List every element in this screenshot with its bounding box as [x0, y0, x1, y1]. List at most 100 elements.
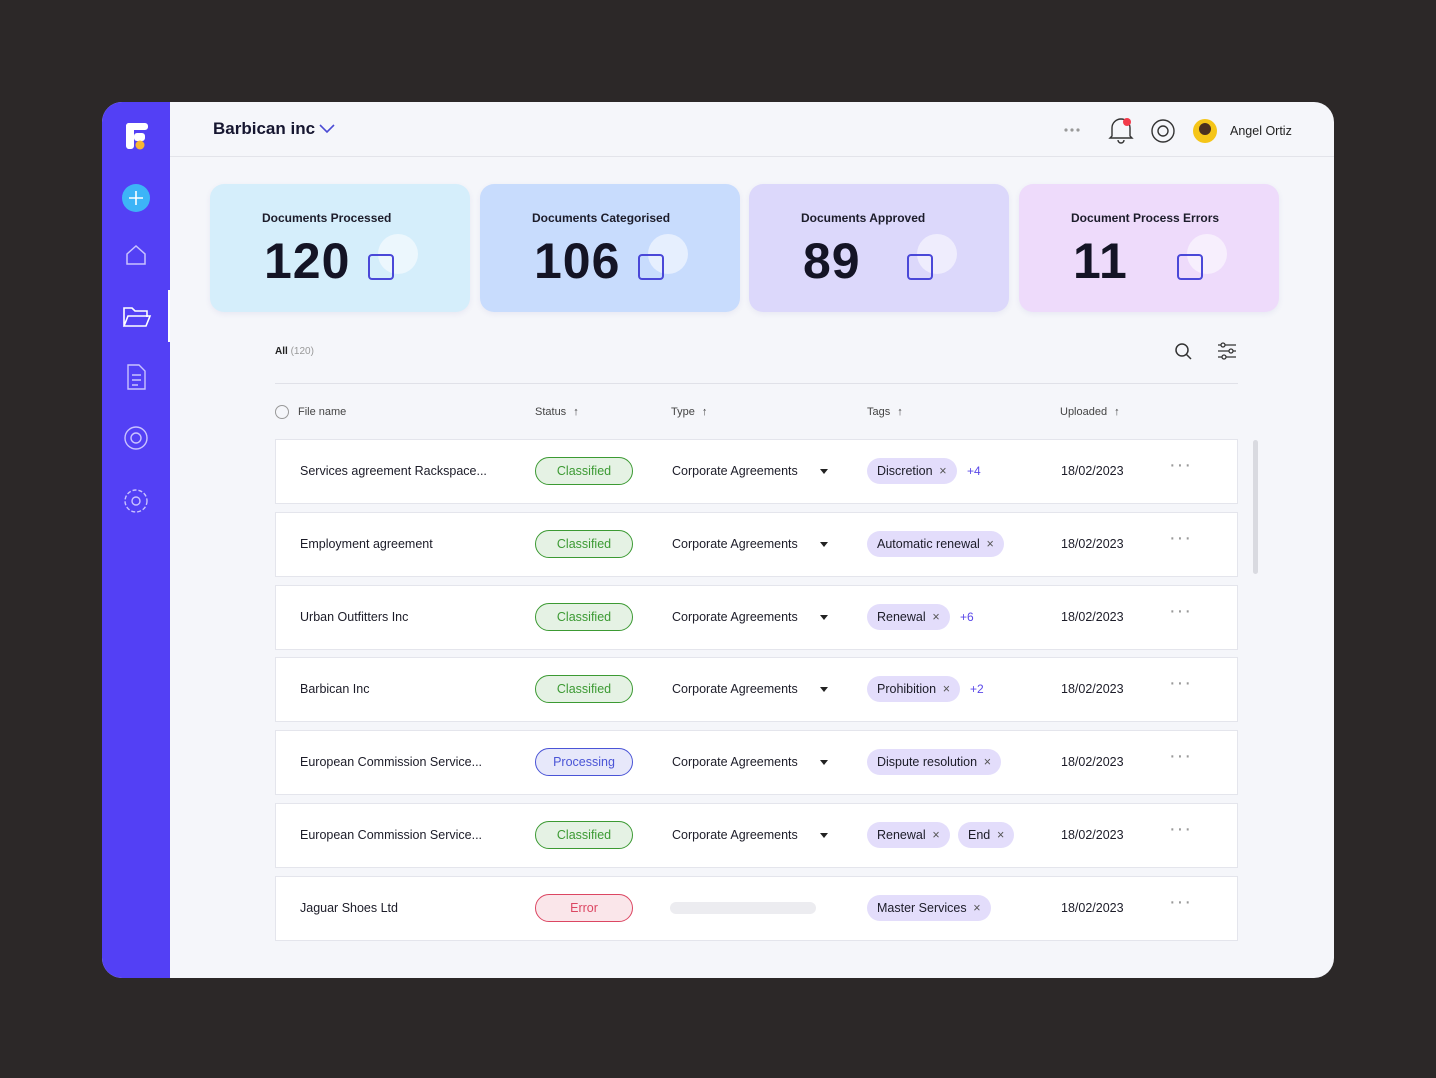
- row-menu[interactable]: ···: [1169, 818, 1192, 840]
- column-header: File name: [298, 406, 347, 418]
- company-name[interactable]: Barbican inc: [213, 119, 316, 138]
- status-pill: Classified: [535, 675, 633, 704]
- file-name: European Commission Service...: [300, 828, 483, 842]
- type-dropdown[interactable]: [820, 614, 828, 620]
- home-icon[interactable]: [126, 244, 146, 265]
- document-type: Corporate Agreements: [672, 536, 798, 551]
- stat-icon: [638, 254, 664, 280]
- row-menu[interactable]: ···: [1169, 454, 1192, 476]
- upload-date: 18/02/2023: [1061, 755, 1124, 770]
- stat-icon: [368, 254, 394, 280]
- table-row[interactable]: Urban Outfitters Inc Classified Corporate …: [275, 584, 1238, 650]
- more-tags[interactable]: +4: [967, 464, 981, 478]
- table-row[interactable]: Services agreement Rackspace... Classifie…: [275, 439, 1238, 504]
- row-menu[interactable]: ···: [1169, 672, 1192, 695]
- stat-value: 89: [803, 233, 861, 289]
- table-row[interactable]: Barbican Inc Classified Corporate Agreemen…: [275, 657, 1238, 723]
- filter-count: (120): [290, 346, 314, 357]
- filter-button[interactable]: [1218, 342, 1236, 360]
- user-name[interactable]: Angel Ortiz: [1230, 124, 1292, 138]
- company-dropdown[interactable]: [318, 122, 336, 134]
- status-pill: Classified: [535, 602, 633, 631]
- row-menu[interactable]: ···: [1169, 599, 1192, 622]
- scrollbar[interactable]: [1253, 440, 1258, 574]
- file-name: Urban Outfitters Inc: [300, 609, 409, 624]
- top-bar: Barbican inc Angel Ortiz: [170, 102, 1334, 157]
- upload-date: 18/02/2023: [1061, 900, 1124, 915]
- row-menu[interactable]: ···: [1169, 526, 1192, 549]
- document-type: Corporate Agreements: [672, 464, 798, 478]
- search-button[interactable]: [1175, 343, 1192, 360]
- app-window: Barbican inc Angel Ortiz All (120) Docum…: [102, 102, 1334, 978]
- type-dropdown[interactable]: [820, 833, 828, 838]
- tag[interactable]: Dispute resolution: [867, 749, 1002, 776]
- type-dropdown[interactable]: [820, 541, 828, 547]
- stat-value: 120: [264, 233, 351, 289]
- column-header[interactable]: Type: [671, 406, 707, 418]
- document-type: Corporate Agreements: [672, 828, 798, 842]
- type-placeholder: [670, 901, 816, 914]
- settings-icon[interactable]: [124, 489, 148, 513]
- table-row[interactable]: European Commission Service... Processing…: [275, 730, 1238, 796]
- more-menu[interactable]: [1064, 128, 1080, 132]
- table-row[interactable]: Jaguar Shoes Ltd Error Master Services 18/0…: [275, 875, 1238, 941]
- type-dropdown[interactable]: [820, 760, 828, 766]
- stat-icon: [907, 254, 933, 280]
- more-tags[interactable]: +2: [970, 682, 984, 697]
- tag[interactable]: Renewal: [867, 822, 950, 848]
- avatar[interactable]: [1193, 119, 1217, 143]
- stat-label: Documents Processed: [262, 211, 392, 225]
- folder-icon[interactable]: [122, 307, 152, 327]
- column-header[interactable]: Uploaded: [1060, 406, 1120, 418]
- stat-label: Document Process Errors: [1071, 211, 1220, 225]
- active-indicator: [168, 290, 170, 342]
- tag[interactable]: Automatic renewal: [867, 530, 1004, 557]
- document-icon[interactable]: [127, 364, 146, 390]
- table-row[interactable]: European Commission Service... Classified…: [275, 803, 1238, 868]
- stat-value: 106: [534, 233, 621, 289]
- type-dropdown[interactable]: [820, 687, 828, 693]
- filter-all[interactable]: All (120): [275, 346, 314, 357]
- status-pill: Classified: [535, 821, 633, 849]
- stat-card: Document Process Errors 11: [1019, 184, 1279, 312]
- tag[interactable]: End: [958, 822, 1015, 848]
- upload-date: 18/02/2023: [1061, 609, 1124, 624]
- support-icon[interactable]: [124, 426, 148, 450]
- tag[interactable]: Discretion: [867, 458, 957, 484]
- help[interactable]: [1151, 119, 1175, 143]
- file-name: Barbican Inc: [300, 682, 370, 697]
- add-button[interactable]: [122, 184, 150, 212]
- stat-value: 11: [1073, 233, 1128, 289]
- document-type: Corporate Agreements: [672, 609, 798, 624]
- logo: [126, 123, 148, 150]
- select-all[interactable]: [275, 405, 289, 419]
- stat-label: Documents Categorised: [532, 211, 671, 225]
- upload-date: 18/02/2023: [1061, 682, 1124, 697]
- status-pill: Classified: [535, 457, 633, 485]
- tag[interactable]: Prohibition: [867, 676, 961, 703]
- status-pill: Error: [535, 893, 633, 922]
- table-row[interactable]: Employment agreement Classified Corporate …: [275, 511, 1238, 577]
- column-header[interactable]: Status: [535, 406, 579, 418]
- tag[interactable]: Renewal: [867, 603, 950, 630]
- upload-date: 18/02/2023: [1061, 828, 1124, 842]
- filter-label: All: [275, 346, 288, 357]
- column-header[interactable]: Tags: [867, 406, 903, 418]
- stat-label: Documents Approved: [801, 211, 926, 225]
- file-name: Jaguar Shoes Ltd: [300, 900, 398, 915]
- row-menu[interactable]: ···: [1169, 890, 1192, 913]
- document-type: Corporate Agreements: [672, 682, 798, 697]
- row-menu[interactable]: ···: [1169, 745, 1192, 768]
- status-pill: Processing: [535, 748, 633, 777]
- divider: [275, 383, 1238, 384]
- notifications[interactable]: [1108, 118, 1134, 144]
- tag[interactable]: Master Services: [867, 894, 991, 921]
- sidebar-icons: [122, 123, 170, 513]
- table-tools: [1175, 342, 1236, 360]
- file-name: Services agreement Rackspace...: [300, 464, 487, 478]
- stat-card: Documents Approved 89: [749, 184, 1009, 312]
- document-type: Corporate Agreements: [672, 755, 798, 770]
- more-tags[interactable]: +6: [960, 609, 974, 624]
- type-dropdown[interactable]: [820, 469, 828, 474]
